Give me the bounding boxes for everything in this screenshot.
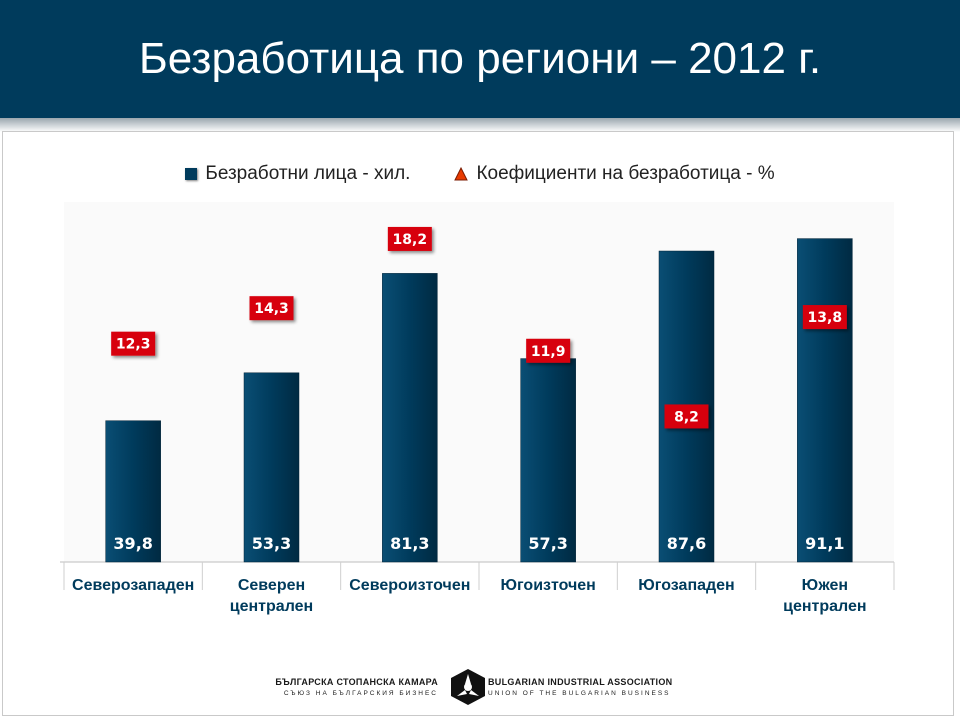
x-axis-category-label: Югозападен <box>638 577 734 594</box>
bar <box>105 420 161 563</box>
x-axis-category-line: централен <box>783 598 866 615</box>
legend-square-icon <box>185 168 198 180</box>
bar-value-label: 39,8 <box>113 534 152 553</box>
rate-value-label: 18,2 <box>393 232 428 248</box>
logo-right-sub: UNION OF THE BULGARIAN BUSINESS <box>488 690 671 697</box>
plot-area: 39,8 12,3 Северозападен 53,3 14,3 Северен цент… <box>60 202 895 615</box>
chart-legend: Безработни лица - хил. Коефициенти на бе… <box>0 160 960 188</box>
bar-value-label: 81,3 <box>390 534 429 553</box>
x-axis-category-line: Североизточен <box>349 577 470 594</box>
rate-value-label: 11,9 <box>531 344 566 360</box>
x-axis-category-label: Североизточен <box>349 577 470 594</box>
rate-value-label: 14,3 <box>254 301 289 317</box>
legend-label-rates: Коефициенти на безработица - % <box>476 163 775 184</box>
bar <box>243 372 300 563</box>
logo-right-main: BULGARIAN INDUSTRIAL ASSOCIATION <box>488 677 673 687</box>
bar-value-label: 53,3 <box>252 534 291 553</box>
rate-value-label: 8,2 <box>674 409 699 425</box>
rate-marker <box>802 305 847 330</box>
legend-label-bars: Безработни лица - хил. <box>205 163 411 184</box>
x-axis-category-label: Северозападен <box>72 577 194 594</box>
rate-marker <box>526 338 571 363</box>
x-axis-category-line: Северозападен <box>72 577 194 594</box>
bar <box>520 358 576 563</box>
logo-left-text: БЪЛГАРСКА СТОПАНСКА КАМАРА СЪЮЗ НА БЪЛГА… <box>275 677 438 697</box>
x-axis-category-label: Южен централен <box>783 577 866 615</box>
x-axis-category-line: Югозападен <box>638 577 734 594</box>
bar <box>797 238 853 563</box>
rate-marker <box>111 331 156 356</box>
page-title: Безработица по региони – 2012 г. <box>138 34 822 83</box>
bar-value-label: 57,3 <box>528 534 567 553</box>
x-axis-category-line: Югоизточен <box>500 577 595 594</box>
x-axis-category-line: Северен <box>238 577 305 594</box>
association-logo-icon <box>451 669 485 705</box>
logo-left-main: БЪЛГАРСКА СТОПАНСКА КАМАРА <box>275 677 438 687</box>
x-axis-category-line: Южен <box>802 577 848 594</box>
rate-marker <box>249 296 294 321</box>
x-axis-category-line: централен <box>230 598 313 615</box>
bar <box>382 273 438 563</box>
rate-marker <box>664 404 709 429</box>
plot-background <box>64 202 894 562</box>
rate-marker <box>387 226 432 251</box>
x-axis-category-label: Северен централен <box>230 577 313 615</box>
legend-item-rates: Коефициенти на безработица - % <box>454 163 775 185</box>
bar-value-label: 87,6 <box>667 534 706 553</box>
footer-logo: БЪЛГАРСКА СТОПАНСКА КАМАРА СЪЮЗ НА БЪЛГА… <box>0 665 960 709</box>
x-axis-category-label: Югоизточен <box>500 577 595 594</box>
legend-item-bars: Безработни лица - хил. <box>185 163 410 185</box>
logo-left-sub: СЪЮЗ НА БЪЛГАРСКИЯ БИЗНЕС <box>283 690 438 697</box>
rate-value-label: 13,8 <box>808 310 843 326</box>
header-band <box>0 0 960 118</box>
header-shadow <box>0 118 960 132</box>
bar-value-label: 91,1 <box>805 534 844 553</box>
rate-value-label: 12,3 <box>116 337 151 353</box>
logo-right-text: BULGARIAN INDUSTRIAL ASSOCIATION UNION O… <box>488 677 672 697</box>
legend-triangle-icon <box>454 167 469 181</box>
